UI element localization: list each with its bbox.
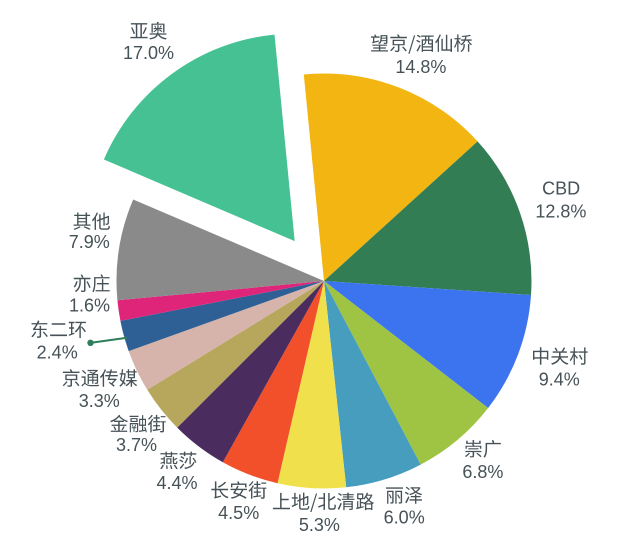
svg-text:17.0%: 17.0% xyxy=(123,43,174,63)
svg-text:4.4%: 4.4% xyxy=(156,473,197,493)
svg-text:5.3%: 5.3% xyxy=(299,515,340,535)
svg-text:6.8%: 6.8% xyxy=(462,462,503,482)
svg-text:9.4%: 9.4% xyxy=(539,369,580,389)
svg-text:3.7%: 3.7% xyxy=(116,435,157,455)
svg-text:12.8%: 12.8% xyxy=(535,202,586,222)
svg-text:7.9%: 7.9% xyxy=(69,232,110,252)
svg-text:CBD: CBD xyxy=(542,179,580,199)
svg-text:14.8%: 14.8% xyxy=(395,57,446,77)
svg-text:6.0%: 6.0% xyxy=(384,508,425,528)
svg-text:2.4%: 2.4% xyxy=(37,342,78,362)
svg-text:4.5%: 4.5% xyxy=(218,503,259,523)
svg-text:3.3%: 3.3% xyxy=(79,391,120,411)
svg-text:1.6%: 1.6% xyxy=(69,295,110,315)
